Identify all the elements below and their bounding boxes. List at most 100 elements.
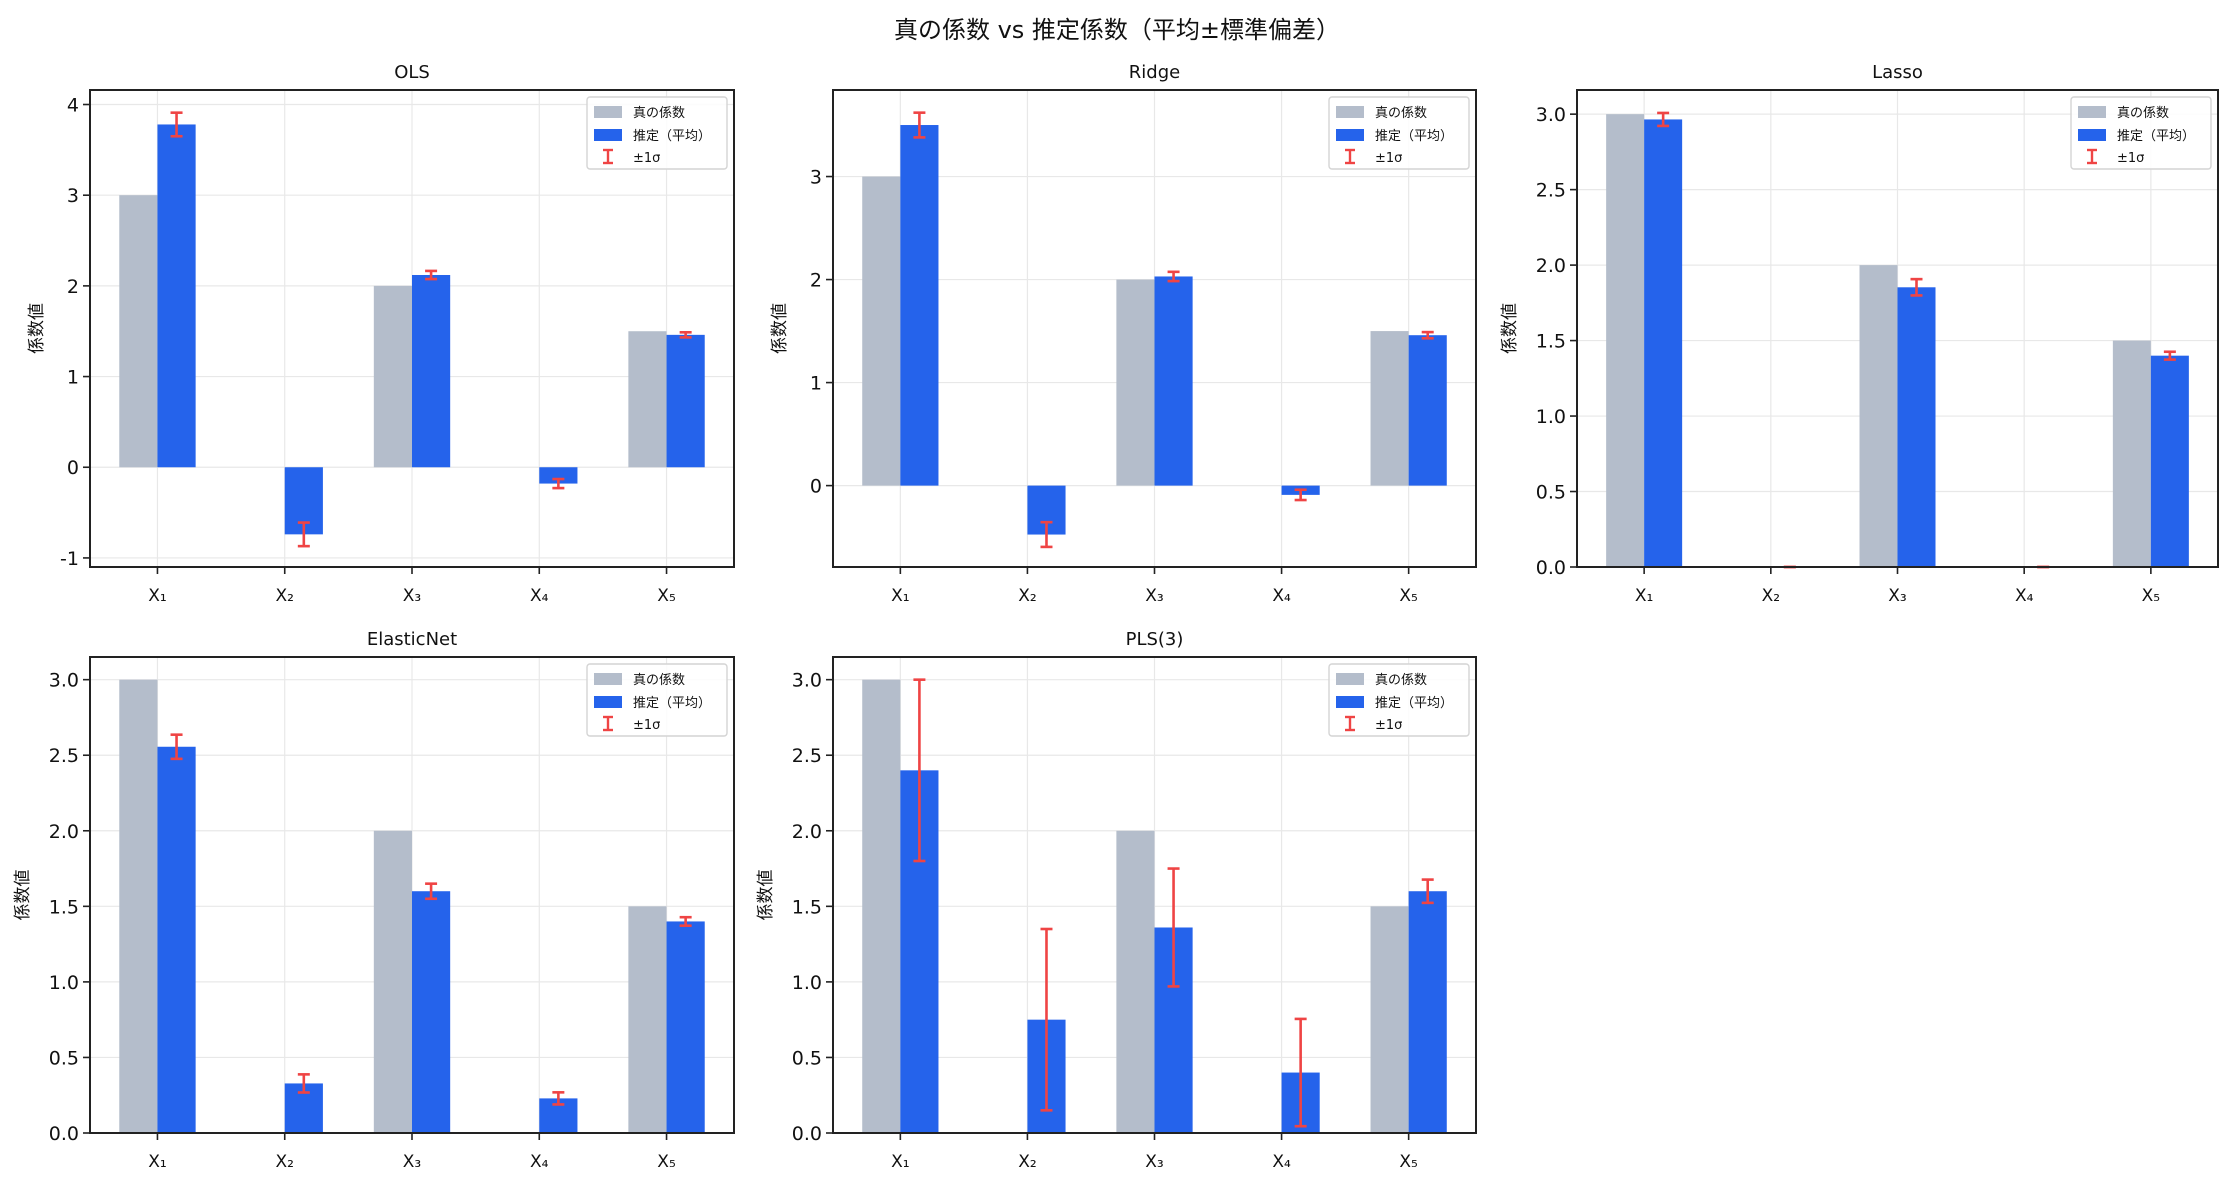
error-bar [679, 331, 692, 339]
legend-swatch-true [594, 106, 622, 118]
error-bar [913, 111, 926, 139]
bar-true-coefficient [119, 195, 158, 468]
error-bar [297, 1073, 310, 1094]
bar-estimate-mean [900, 125, 939, 486]
subplot-title: OLS [394, 62, 430, 83]
legend-label-estimate: 推定（平均） [633, 696, 711, 711]
y-tick-label: 2 [67, 276, 79, 298]
error-bar [425, 882, 438, 901]
legend-label-estimate: 推定（平均） [2117, 129, 2195, 144]
subplot-title: PLS(3) [1126, 629, 1184, 650]
bar-estimate-mean [1644, 119, 1683, 568]
error-bar [1167, 270, 1180, 283]
y-tick-label: 1.5 [1536, 331, 1566, 353]
legend-label-true: 真の係数 [633, 106, 685, 121]
subplot-title: ElasticNet [367, 629, 457, 650]
y-tick-label: 2 [810, 270, 822, 292]
error-bar [170, 733, 183, 761]
bar-true-coefficient [1116, 830, 1155, 1133]
y-axis-label: 係数値 [756, 870, 776, 921]
bar-true-coefficient [2112, 340, 2151, 567]
bar-true-coefficient [119, 679, 158, 1133]
legend-swatch-true [1336, 673, 1364, 685]
legend-swatch-estimate [594, 696, 622, 708]
legend-label-error: ±1σ [1375, 718, 1402, 733]
x-tick-label: X₄ [530, 586, 549, 606]
legend-swatch-true [2078, 106, 2106, 118]
legend-label-estimate: 推定（平均） [633, 129, 711, 144]
error-bar [297, 521, 310, 548]
y-axis-label: 係数値 [13, 870, 33, 921]
x-tick-label: X₅ [1399, 586, 1417, 606]
bar-estimate-mean [1154, 276, 1193, 486]
bar-true-coefficient [862, 679, 901, 1133]
y-tick-label: 4 [67, 95, 79, 117]
x-tick-label: X₃ [1145, 1152, 1163, 1172]
y-tick-label: 3.0 [1536, 104, 1566, 126]
bar-true-coefficient [1606, 114, 1645, 567]
bar-estimate-mean [666, 921, 705, 1133]
x-tick-label: X₃ [1145, 586, 1163, 606]
y-tick-label: 1.0 [49, 972, 79, 994]
bar-estimate-mean [2150, 355, 2189, 567]
bar-true-coefficient [628, 331, 667, 468]
legend-label-true: 真の係数 [2117, 106, 2169, 121]
x-tick-label: X₄ [1272, 1152, 1291, 1172]
x-tick-label: X₃ [403, 586, 421, 606]
bar-true-coefficient [1116, 279, 1155, 486]
y-tick-label: 0 [810, 476, 822, 498]
subplot-lasso: X₁ X₂ X₃ X₄ X₅ 0.0 0.5 1.0 1.5 2.0 2.5 3.0 Lasso 係数値 真… [1500, 62, 2219, 606]
legend-label-error: ±1σ [2117, 151, 2144, 166]
y-tick-label: 0.5 [792, 1047, 822, 1069]
y-tick-label: 2.0 [49, 821, 79, 843]
bar-estimate-mean [1897, 287, 1936, 567]
legend-swatch-true [1336, 106, 1364, 118]
error-bar [1657, 111, 1670, 128]
figure-title: 真の係数 vs 推定係数（平均±標準偏差） [893, 16, 1341, 44]
legend-label-error: ±1σ [1375, 151, 1402, 166]
x-tick-label: X₁ [148, 586, 166, 606]
x-tick-label: X₅ [1399, 1152, 1417, 1172]
subplot-elasticnet: X₁ X₂ X₃ X₄ X₅ 0.0 0.5 1.0 1.5 2.0 2.5 3.0 ElasticNe… [13, 629, 735, 1172]
error-bar [1421, 330, 1434, 340]
legend-label-estimate: 推定（平均） [1375, 129, 1453, 144]
bar-estimate-mean [157, 124, 196, 468]
y-tick-label: 0.0 [792, 1123, 822, 1145]
y-tick-label: 0.5 [1536, 482, 1566, 504]
y-tick-label: 1.5 [49, 896, 79, 918]
legend-errorbar-icon [2087, 148, 2097, 165]
x-tick-label: X₄ [530, 1152, 549, 1172]
legend-errorbar-icon [603, 715, 613, 732]
bar-estimate-mean [666, 334, 705, 468]
legend-swatch-estimate [1336, 696, 1364, 708]
error-bar [1421, 878, 1434, 905]
y-tick-label: 3 [67, 185, 79, 207]
y-tick-label: 2.5 [49, 745, 79, 767]
error-bar [1167, 867, 1180, 988]
x-tick-label: X₂ [1018, 1152, 1036, 1172]
legend-swatch-estimate [594, 129, 622, 141]
x-tick-label: X₅ [2142, 586, 2160, 606]
bar-estimate-mean [157, 746, 196, 1133]
y-tick-label: 0.0 [49, 1123, 79, 1145]
y-tick-label: 0 [67, 457, 79, 479]
bar-estimate-mean [1408, 335, 1447, 486]
x-tick-label: X₂ [1018, 586, 1036, 606]
x-tick-label: X₃ [1888, 586, 1906, 606]
legend-label-true: 真の係数 [1375, 673, 1427, 688]
x-tick-label: X₂ [1762, 586, 1780, 606]
subplot-title: Ridge [1129, 62, 1180, 83]
error-bar [552, 1091, 565, 1106]
x-tick-label: X₁ [1635, 586, 1653, 606]
legend-label-true: 真の係数 [1375, 106, 1427, 121]
bar-estimate-mean [1408, 891, 1447, 1133]
bar-estimate-mean [412, 891, 451, 1133]
y-tick-label: 2.5 [1536, 180, 1566, 202]
bar-true-coefficient [1370, 331, 1409, 486]
